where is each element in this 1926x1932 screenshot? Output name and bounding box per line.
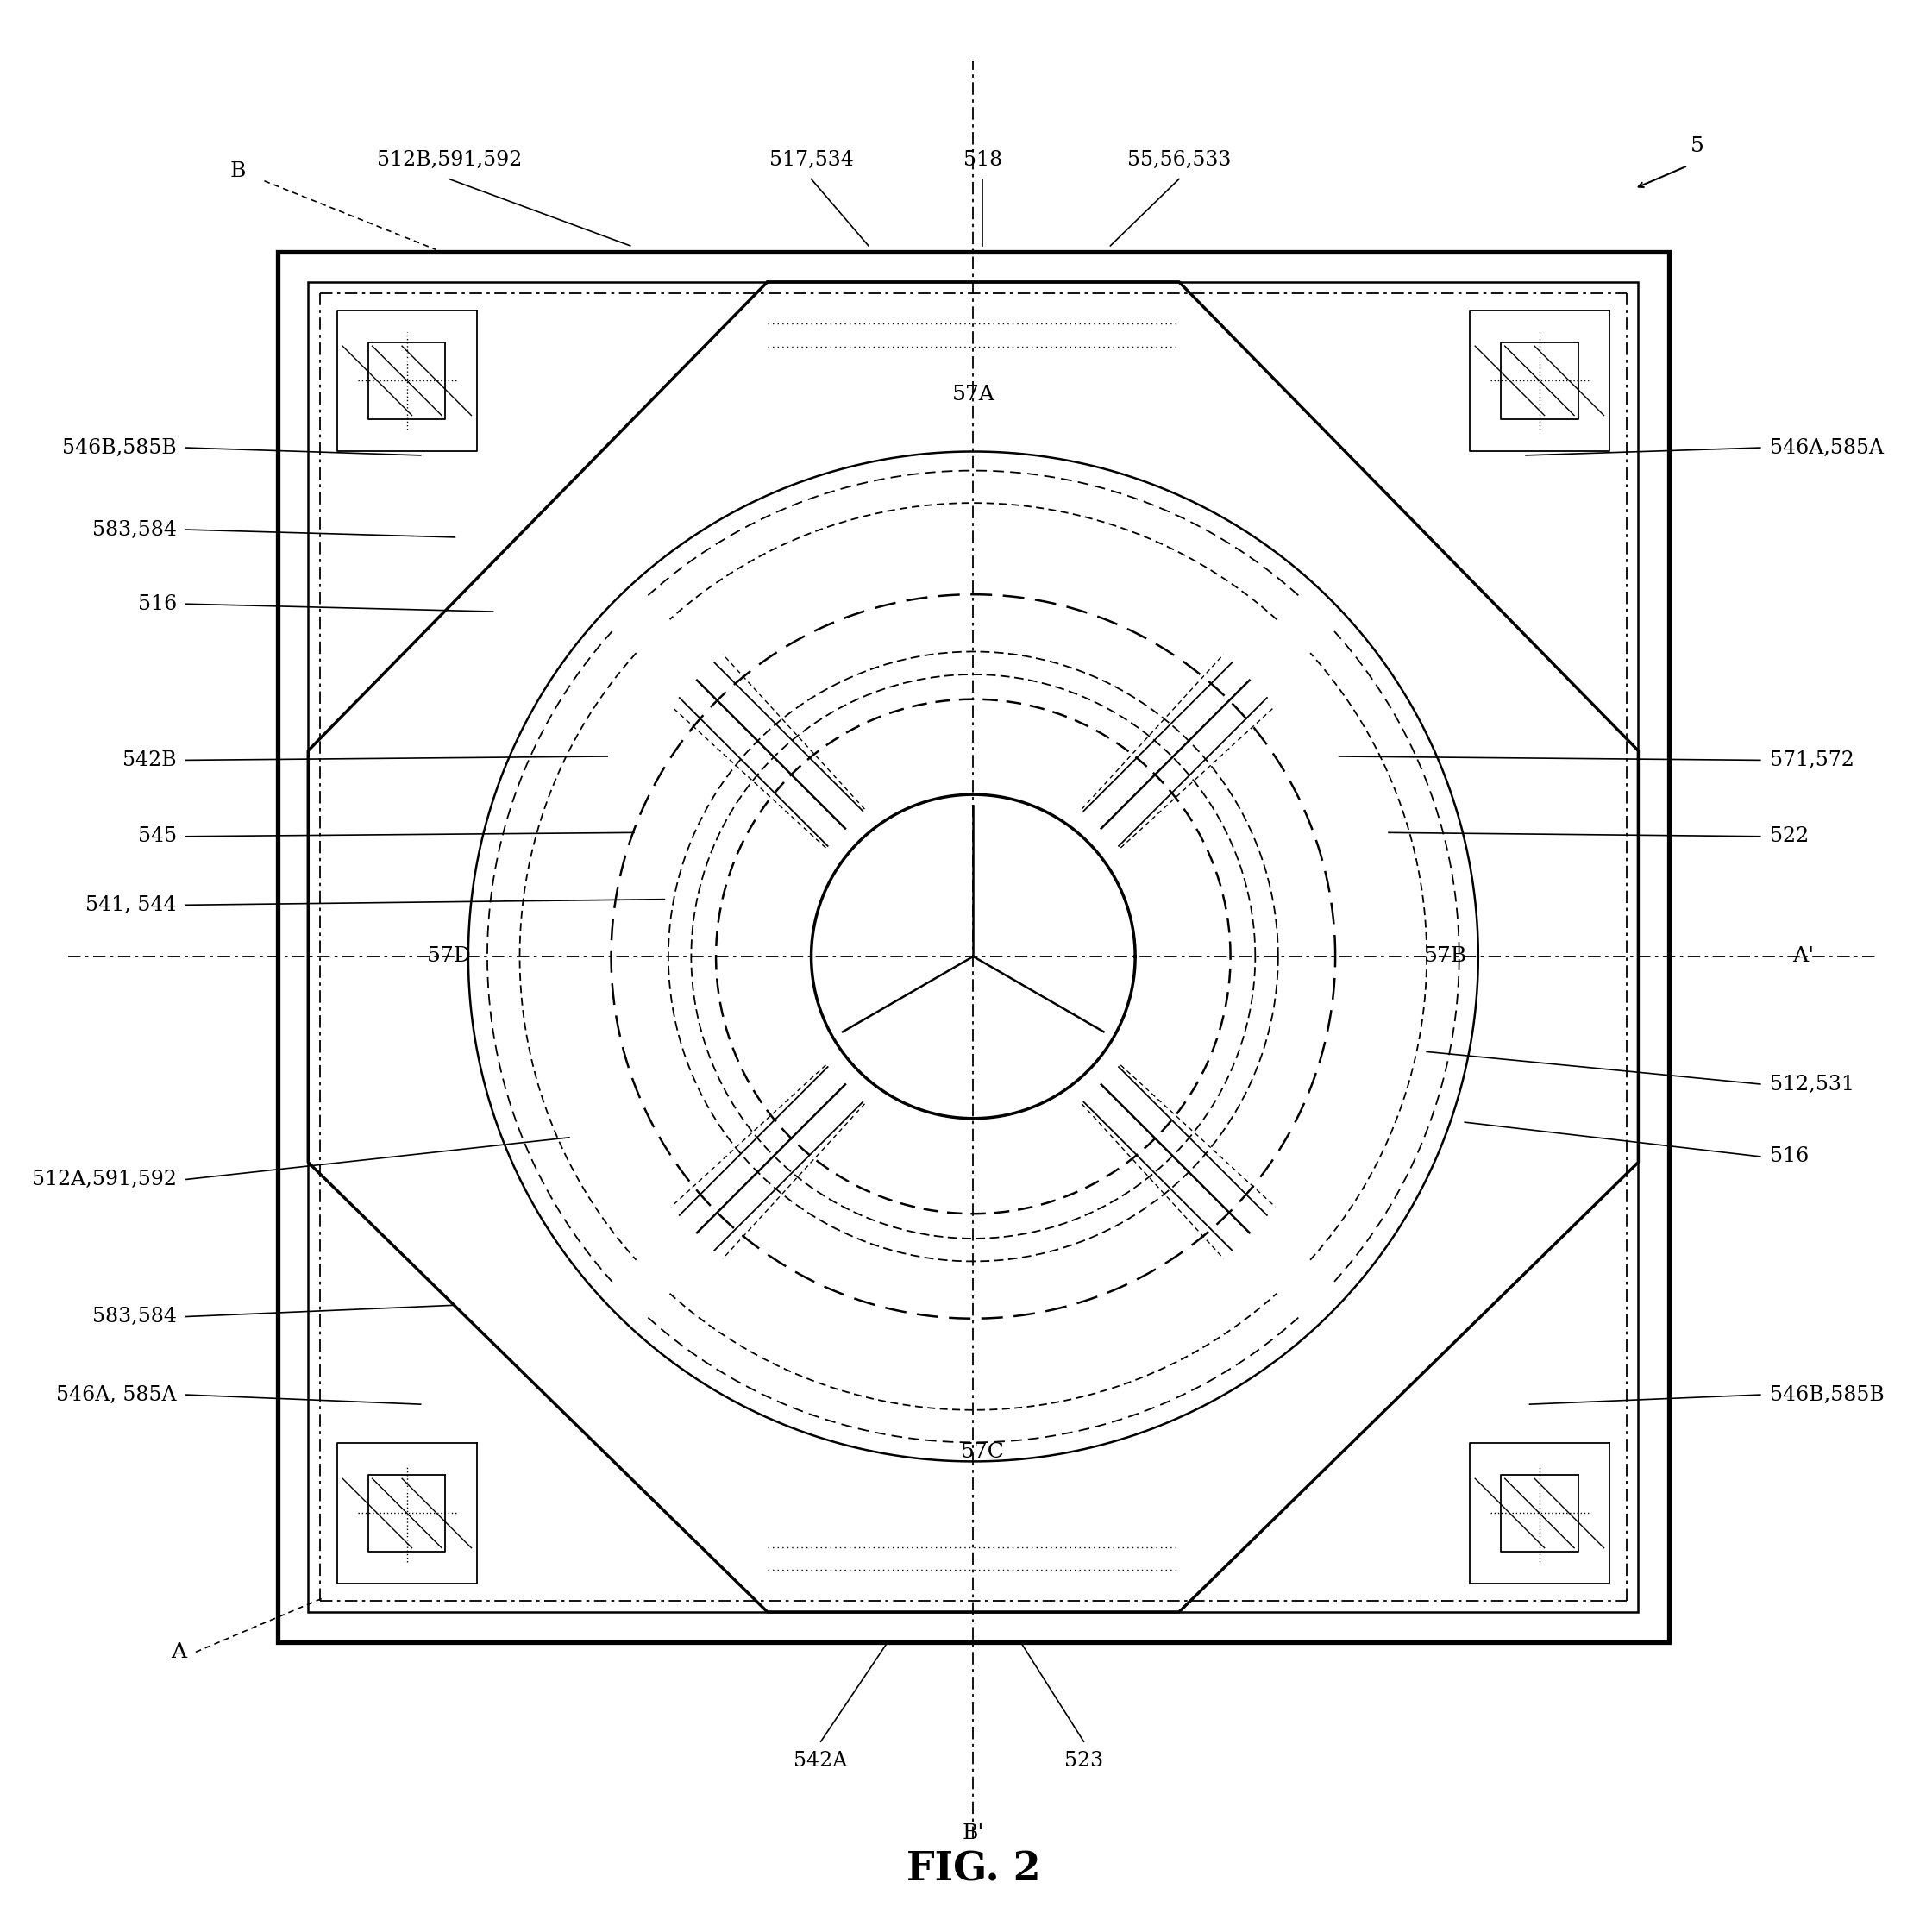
- Text: 512B,591,592: 512B,591,592: [377, 149, 522, 170]
- Text: 545: 545: [139, 827, 177, 846]
- Text: A: A: [171, 1642, 187, 1662]
- Text: 546B,585B: 546B,585B: [62, 439, 177, 458]
- Bar: [308, 282, 1639, 1611]
- Text: FIG. 2: FIG. 2: [905, 1849, 1040, 1889]
- Text: 542B: 542B: [123, 750, 177, 771]
- Text: 55,56,533: 55,56,533: [1127, 149, 1231, 170]
- Text: 517,534: 517,534: [768, 149, 853, 170]
- Text: 512,531: 512,531: [1770, 1074, 1855, 1094]
- Text: 5: 5: [1691, 137, 1705, 156]
- Text: B: B: [229, 162, 247, 182]
- Text: 57D: 57D: [428, 947, 472, 966]
- Text: 583,584: 583,584: [92, 1306, 177, 1327]
- Text: 571,572: 571,572: [1770, 750, 1855, 771]
- Text: 523: 523: [1065, 1750, 1104, 1772]
- Bar: [277, 251, 1668, 1642]
- Text: 583,584: 583,584: [92, 520, 177, 539]
- Text: 57C: 57C: [961, 1441, 1005, 1463]
- Text: 546A, 585A: 546A, 585A: [56, 1385, 177, 1405]
- Text: 512A,591,592: 512A,591,592: [31, 1169, 177, 1190]
- Text: A': A': [1793, 947, 1814, 966]
- Text: 541, 544: 541, 544: [85, 895, 177, 916]
- Text: 522: 522: [1770, 827, 1809, 846]
- Text: 518: 518: [963, 149, 1002, 170]
- Text: 546A,585A: 546A,585A: [1770, 439, 1884, 458]
- Text: 57A: 57A: [951, 384, 994, 404]
- Text: 57B: 57B: [1423, 947, 1468, 966]
- Text: 516: 516: [137, 593, 177, 614]
- Text: 542A: 542A: [794, 1750, 847, 1772]
- Text: 516: 516: [1770, 1146, 1809, 1167]
- Text: B': B': [963, 1824, 984, 1843]
- Text: 546B,585B: 546B,585B: [1770, 1385, 1884, 1405]
